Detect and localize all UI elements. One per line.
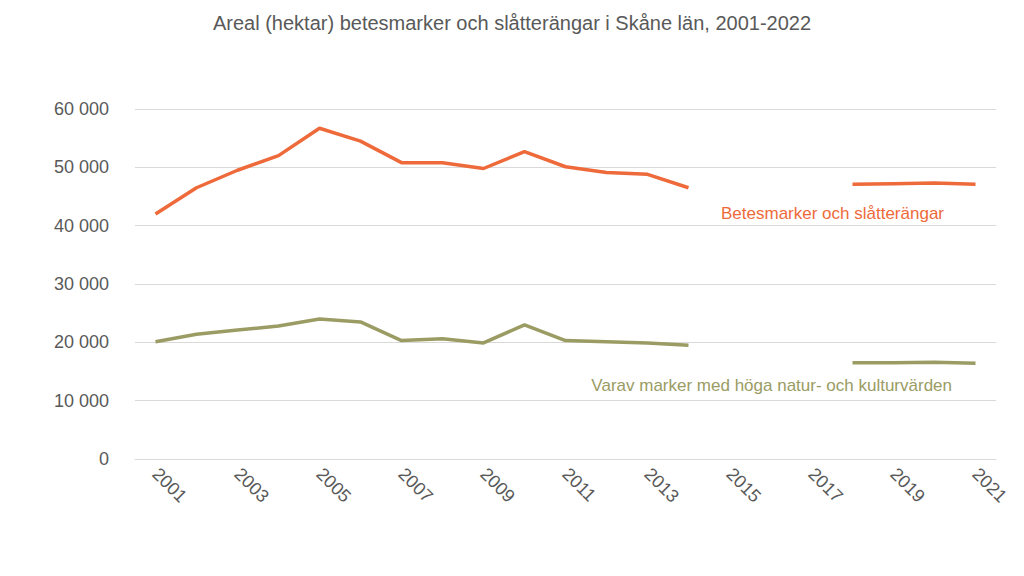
svg-text:Betesmarker och slåtterängar: Betesmarker och slåtterängar	[721, 204, 944, 223]
svg-text:20 000: 20 000	[54, 332, 109, 352]
svg-text:2003: 2003	[230, 464, 272, 506]
svg-text:2017: 2017	[804, 464, 846, 506]
svg-text:30 000: 30 000	[54, 274, 109, 294]
svg-text:40 000: 40 000	[54, 216, 109, 236]
svg-text:2001: 2001	[148, 464, 190, 506]
svg-text:2005: 2005	[312, 464, 354, 506]
svg-text:2015: 2015	[722, 464, 764, 506]
svg-text:2009: 2009	[476, 464, 518, 506]
svg-text:60 000: 60 000	[54, 99, 109, 119]
svg-text:Areal (hektar) betesmarker och: Areal (hektar) betesmarker och slåtterän…	[213, 12, 811, 34]
svg-text:0: 0	[99, 449, 109, 469]
svg-text:10 000: 10 000	[54, 391, 109, 411]
svg-text:2011: 2011	[558, 464, 599, 505]
svg-text:2019: 2019	[886, 464, 928, 506]
svg-text:2013: 2013	[640, 464, 682, 506]
svg-text:50 000: 50 000	[54, 157, 109, 177]
svg-text:2007: 2007	[394, 464, 436, 506]
svg-text:Varav marker med höga natur- o: Varav marker med höga natur- och kulturv…	[591, 376, 952, 395]
svg-text:2021: 2021	[968, 464, 1010, 506]
